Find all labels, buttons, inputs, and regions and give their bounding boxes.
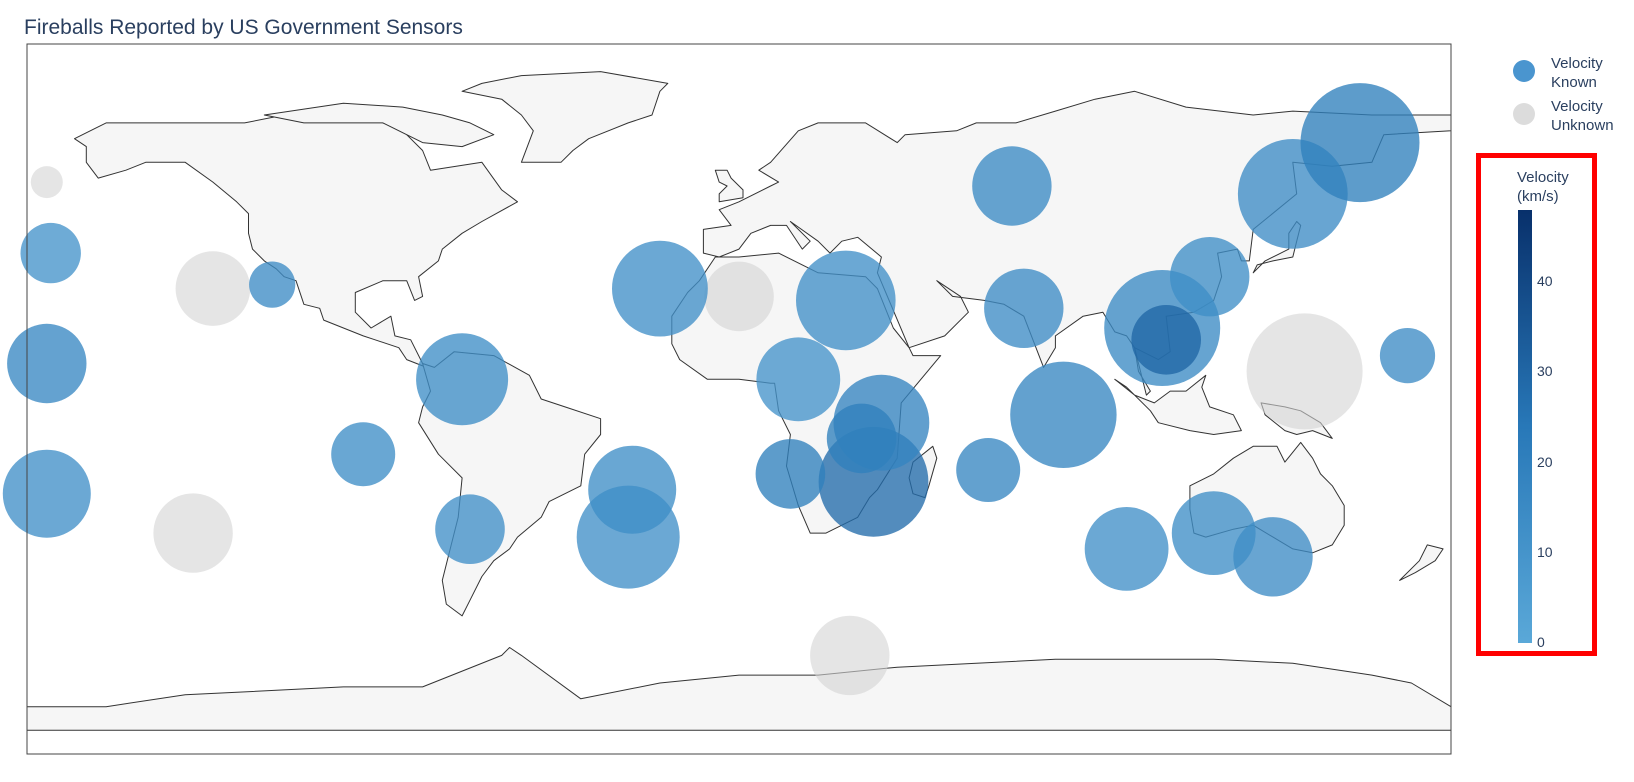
fireball-known-22[interactable] [331, 422, 396, 487]
fireball-known-9[interactable] [796, 250, 896, 351]
landmass-greenland [461, 71, 669, 163]
fireball-markers[interactable] [2, 83, 1436, 696]
legend-label-unknown: Velocity Unknown [1551, 98, 1614, 134]
colorbar-gradient [1518, 210, 1532, 643]
colorbar-tick-10: 10 [1537, 543, 1553, 560]
map-frame [26, 43, 1452, 755]
landmass-canadian-islands [263, 102, 495, 148]
colorbar-tick-0: 0 [1537, 634, 1545, 650]
colorbar-tick-30: 30 [1537, 363, 1553, 380]
fireball-known-14[interactable] [2, 449, 91, 538]
fireball-known-13[interactable] [755, 439, 826, 509]
fireball-unknown-5[interactable] [30, 166, 63, 199]
fireball-unknown-2[interactable] [175, 251, 251, 326]
legend-marker-unknown [1513, 103, 1535, 125]
landmass-indonesia [1114, 374, 1242, 435]
fireball-unknown-3[interactable] [810, 615, 890, 696]
fireball-unknown-4[interactable] [704, 261, 774, 332]
landmass-north-america [74, 110, 518, 368]
legend-label-known: Velocity Known [1551, 55, 1603, 91]
fireball-known-27[interactable] [249, 261, 296, 308]
fireball-known-7[interactable] [612, 240, 708, 337]
fireball-known-4[interactable] [1300, 83, 1420, 203]
colorbar-tick-40: 40 [1537, 273, 1553, 290]
fireball-unknown-1[interactable] [153, 493, 233, 573]
chart-title: Fireballs Reported by US Government Sens… [24, 16, 463, 39]
landmass-new-zealand [1399, 544, 1444, 581]
fireball-known-28[interactable] [1379, 328, 1436, 384]
fireball-known-20[interactable] [972, 146, 1052, 226]
fireball-known-11[interactable] [588, 445, 677, 534]
fireball-known-23[interactable] [956, 438, 1021, 502]
fireball-known-19[interactable] [984, 268, 1064, 348]
colorbar-tick-20: 20 [1537, 453, 1553, 470]
colorbar-highlight-box: Velocity (km/s) 0 10 20 30 40 [1476, 153, 1597, 656]
fireball-known-18[interactable] [1171, 491, 1256, 575]
fireball-known-21[interactable] [1170, 237, 1250, 317]
fireball-known-26[interactable] [20, 222, 81, 284]
landmass-uk [714, 169, 744, 203]
fireball-known-15[interactable] [7, 323, 87, 404]
colorbar-title: Velocity (km/s) [1517, 169, 1569, 205]
fireball-known-12[interactable] [1131, 305, 1201, 375]
fireball-known-10[interactable] [756, 337, 841, 422]
fireball-known-24[interactable] [826, 403, 897, 474]
fireball-known-8[interactable] [416, 333, 509, 426]
fireball-known-3[interactable] [1010, 361, 1117, 468]
fireball-known-25[interactable] [435, 494, 505, 564]
legend-marker-known [1513, 60, 1535, 82]
landmass-antarctica [26, 647, 1452, 731]
fireball-known-16[interactable] [1084, 507, 1169, 591]
fireball-unknown-0[interactable] [1246, 313, 1363, 430]
